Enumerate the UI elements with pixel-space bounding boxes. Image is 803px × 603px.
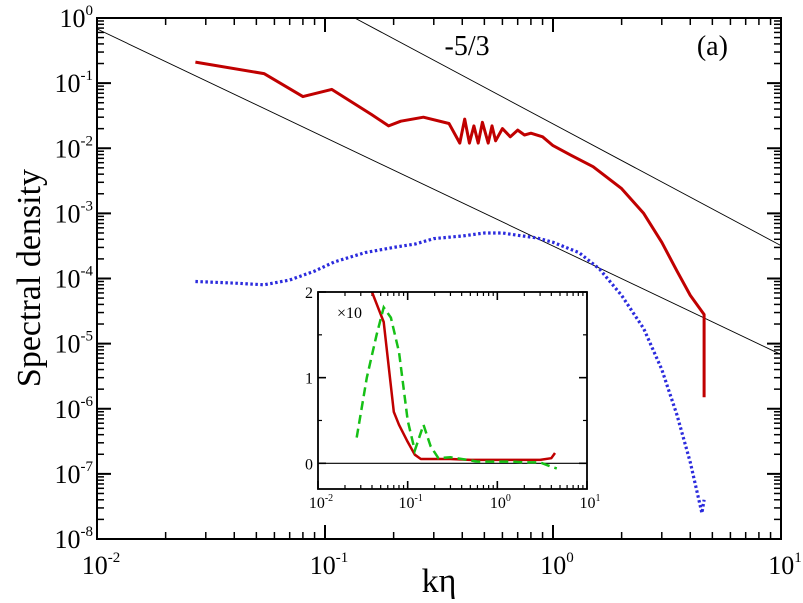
y-tick-label: 10-6 [55, 394, 94, 424]
slope-annotation: -5/3 [445, 31, 490, 62]
main-y-tick-labels: 100 10-1 10-2 10-3 10-4 10-5 10-6 10-7 10-8 [55, 3, 94, 554]
main-x-tick-labels: 10-2 10-1 100 101 [82, 550, 802, 580]
inset-x-tick-label: 100 [490, 493, 511, 512]
inset-y-tick-labels: 0 1 2 [305, 285, 313, 473]
y-tick-label: 10-4 [55, 264, 94, 294]
inset-background [318, 292, 587, 489]
main-minor-ticks [97, 18, 781, 539]
y-tick-label: 100 [60, 3, 94, 33]
y-tick-label: 10-1 [55, 68, 94, 98]
series-blue-dotted [195, 231, 706, 514]
y-tick-label: 10-2 [55, 133, 94, 163]
y-axis-label: Spectral density [11, 169, 48, 387]
x-axis-label: kη [422, 563, 457, 600]
y-tick-label: 10-7 [55, 459, 94, 489]
y-tick-label: 10-5 [55, 329, 94, 359]
inset-y-tick-label: 2 [305, 285, 313, 302]
y-tick-label: 10-3 [55, 198, 94, 228]
inset-x-tick-label: 101 [580, 493, 601, 512]
inset-x-tick-label: 10-1 [398, 493, 422, 512]
x-tick-label: 10-1 [310, 550, 349, 580]
x-tick-label: 101 [768, 550, 802, 580]
inset-series-green-dashed [355, 304, 558, 470]
panel-label: (a) [697, 31, 728, 62]
series-red-solid [195, 60, 706, 398]
inset-series-red-solid [370, 292, 557, 462]
main-major-ticks [96, 17, 782, 540]
x-tick-label: 10-2 [82, 550, 121, 580]
inset-y-tick-label: 1 [305, 371, 313, 388]
inset-plot-frame [317, 291, 588, 490]
x-tick-label: 100 [540, 550, 574, 580]
inset-multiplier-label: ×10 [337, 305, 362, 322]
inset-y-tick-label: 0 [305, 456, 313, 473]
y-tick-label: 10-8 [55, 524, 94, 554]
inset-x-tick-labels: 10-2 10-1 100 101 [309, 493, 601, 512]
reference-line-lower [97, 28, 781, 355]
reference-line-upper [354, 18, 781, 246]
inset-x-tick-label: 10-2 [309, 493, 333, 512]
